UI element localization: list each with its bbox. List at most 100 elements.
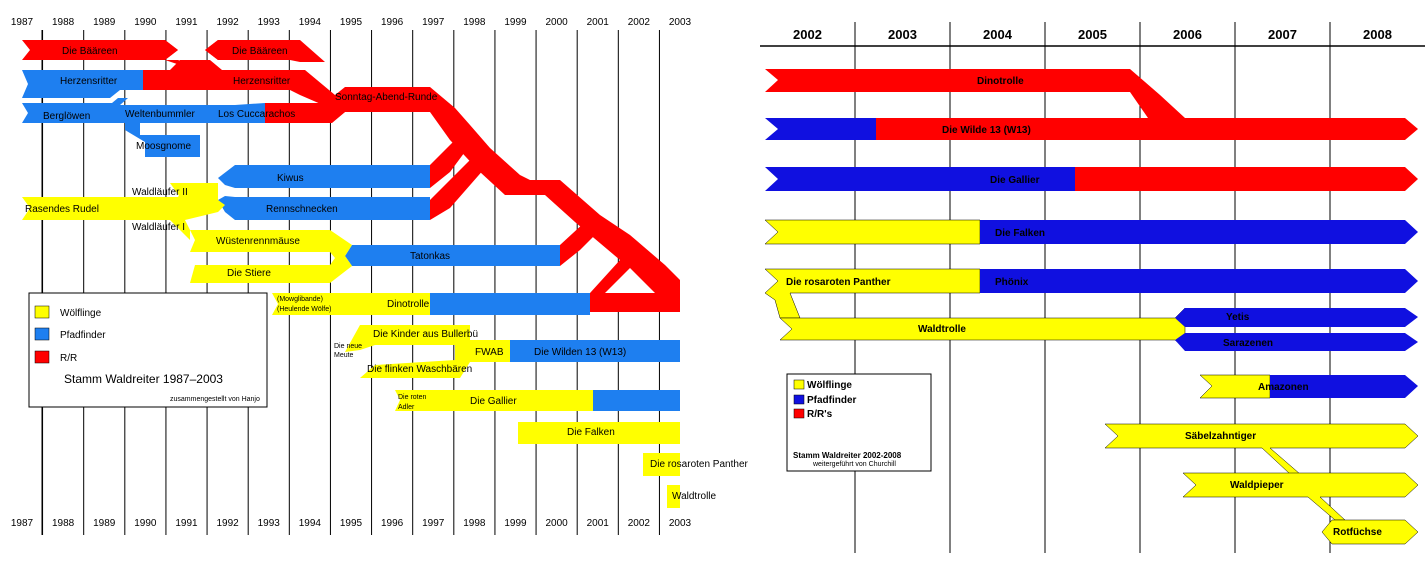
- kiwus-bar: [218, 165, 430, 188]
- r-legend-label-woelflinge: Wölflinge: [807, 380, 852, 391]
- legend-label-woelflinge: Wölflinge: [60, 308, 102, 319]
- gallier-blue: [593, 390, 680, 411]
- herzensritter-blue-bar: [22, 70, 143, 98]
- left-year-label-bottom: 2001: [587, 518, 610, 529]
- left-legend-frame: [28, 292, 268, 408]
- left-year-label-bottom: 1991: [175, 518, 198, 529]
- left-blue-streams: [22, 70, 680, 411]
- left-year-label-top: 2001: [587, 17, 610, 28]
- label-mowglibande: (Mowglibande): [277, 296, 323, 303]
- left-year-label-top: 1992: [217, 17, 240, 28]
- label-waldlaeufer-2: Waldläufer II: [132, 187, 188, 198]
- r-gallier-red: [1075, 167, 1418, 191]
- right-legend-credit: weitergeführt von Churchill: [812, 461, 896, 468]
- label-rasendes-rudel: Rasendes Rudel: [25, 204, 99, 215]
- r-falken-yellow: [764, 219, 981, 245]
- label-flinken-waschbaeren: Die flinken Waschbären: [367, 364, 472, 375]
- left-year-label-bottom: 1999: [504, 518, 527, 529]
- left-year-label-bottom: 1993: [258, 518, 281, 529]
- right-year-label: 2004: [983, 27, 1013, 42]
- left-timeline: 1987 1988 1989 1990 1991 1992 1993 1994 1995 1996…: [11, 17, 749, 535]
- r-wilde13-blue: [765, 118, 876, 140]
- label-kinder-bullerbue: Die Kinder aus Bullerbü: [373, 329, 478, 340]
- right-year-label: 2008: [1363, 27, 1392, 42]
- left-year-label-bottom: 1998: [463, 518, 486, 529]
- label-roten-adler-2: Adler: [398, 404, 415, 411]
- label-rennschnecken: Rennschnecken: [266, 204, 338, 215]
- label-stiere: Die Stiere: [227, 268, 271, 279]
- red-branch-kiwus: [430, 140, 470, 188]
- label-falken: Die Falken: [567, 427, 615, 438]
- label-neue-meute-2: Meute: [334, 352, 354, 359]
- left-year-label-top: 1987: [11, 17, 34, 28]
- legend-label-pfadfinder: Pfadfinder: [60, 330, 106, 341]
- left-red-streams: [22, 40, 680, 312]
- right-streams: [764, 69, 1419, 545]
- left-year-label-top: 1996: [381, 17, 404, 28]
- r-phoenix-blue: [980, 269, 1418, 293]
- left-year-label-bottom: 1994: [299, 518, 322, 529]
- cucaracha-red: [265, 103, 345, 123]
- rennschnecken-bar: [218, 196, 430, 220]
- tatonkas-bar: [345, 245, 560, 266]
- left-year-label-bottom: 1997: [422, 518, 445, 529]
- label-roten-adler-1: Die roten: [398, 394, 427, 401]
- r-legend-label-rr: R/R's: [807, 409, 833, 420]
- right-legend-frame: [786, 373, 932, 472]
- r-label-phoenix: Phönix: [995, 277, 1029, 288]
- left-year-label-bottom: 2000: [546, 518, 569, 529]
- right-year-labels: 2002 2003 2004 2005 2006 2007 2008: [793, 27, 1392, 42]
- right-year-label: 2006: [1173, 27, 1202, 42]
- r-label-waldpieper: Waldpieper: [1230, 480, 1284, 491]
- left-year-label-bottom: 2003: [669, 518, 692, 529]
- r-label-waldtrolle: Waldtrolle: [918, 324, 966, 335]
- left-year-label-bottom: 1990: [134, 518, 157, 529]
- left-year-label-top: 1988: [52, 17, 75, 28]
- label-sonntag: Sonntag-Abend-Runde: [335, 92, 438, 103]
- left-yellow-streams: [22, 183, 680, 508]
- label-bergloewen: Berglöwen: [43, 111, 90, 122]
- left-year-label-top: 1994: [299, 17, 322, 28]
- right-year-label: 2005: [1078, 27, 1107, 42]
- label-rosaroten-panther: Die rosaroten Panther: [650, 459, 749, 470]
- label-weltenbummler: Weltenbummler: [125, 109, 196, 120]
- red-merge-1: [165, 60, 205, 70]
- r-waldtrolle-yellow: [779, 307, 1186, 349]
- rasendes-rudel-bar: [22, 185, 225, 220]
- left-year-label-bottom: 1989: [93, 518, 116, 529]
- right-year-label: 2002: [793, 27, 822, 42]
- panther-yellow: [643, 453, 680, 476]
- r-label-wilde13: Die Wilde 13 (W13): [942, 125, 1031, 136]
- dinotrolle-red-triangle: [605, 268, 655, 293]
- right-legend: Wölflinge Pfadfinder R/R's Stamm Waldrei…: [786, 373, 932, 472]
- right-timeline: 2002 2003 2004 2005 2006 2007 2008: [760, 22, 1425, 553]
- label-moosgnome: Moosgnome: [136, 141, 191, 152]
- r-label-gallier: Die Gallier: [990, 175, 1040, 186]
- left-year-labels-bottom: 1987 1988 1989 1990 1991 1992 1993 1994 1995 1996…: [11, 518, 692, 529]
- baeren-bar-2: [205, 40, 325, 62]
- baeren-bar: [22, 40, 178, 60]
- r-label-dinotrolle: Dinotrolle: [977, 76, 1024, 87]
- label-herzensritter-1: Herzensritter: [60, 76, 118, 87]
- r-label-yetis: Yetis: [1226, 312, 1250, 323]
- left-year-label-top: 1989: [93, 17, 116, 28]
- label-fwab: FWAB: [475, 347, 504, 358]
- label-baeren-2: Die Bääreen: [232, 46, 288, 57]
- label-cucaracha: Los Cuccarachos: [218, 109, 295, 120]
- r-gallier-blue: [765, 167, 1075, 191]
- falken-yellow: [518, 422, 680, 444]
- r-label-saebelzahntiger: Säbelzahntiger: [1185, 431, 1256, 442]
- mowgli-bar: [272, 293, 430, 315]
- waldlaeufer-yellow-1: [170, 220, 190, 240]
- right-legend-title: Stamm Waldreiter 2002-2008: [793, 451, 902, 460]
- right-year-label: 2007: [1268, 27, 1297, 42]
- left-legend: Wölflinge Pfadfinder R/R Stamm Waldreite…: [28, 292, 268, 408]
- r-legend-swatch-rr: [793, 408, 805, 419]
- moosgnome-bar: [125, 123, 200, 157]
- wuesten-bar: [190, 230, 352, 283]
- legend-swatch-woelflinge: [34, 305, 50, 319]
- label-dinotrolle: Dinotrolle: [387, 299, 430, 310]
- left-year-label-top: 2000: [546, 17, 569, 28]
- r-wilde13-red: [876, 118, 1418, 140]
